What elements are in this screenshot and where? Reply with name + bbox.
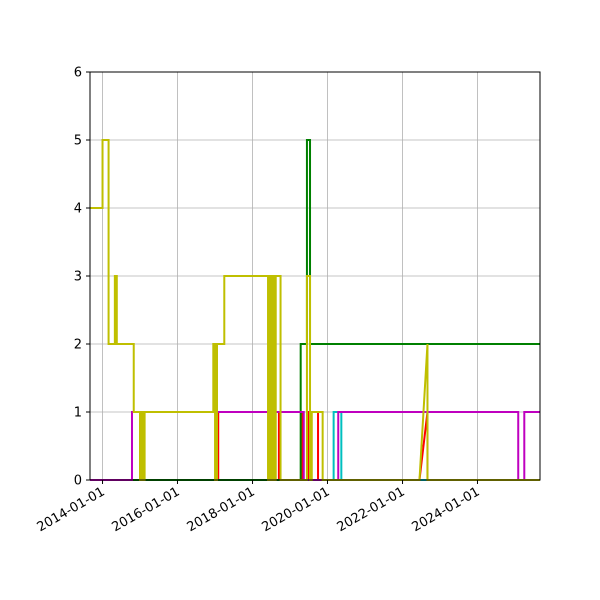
series-line-4 — [90, 411, 540, 481]
y-tick-label: 2 — [74, 338, 82, 353]
x-tick-label: 2018-01-01 — [185, 484, 258, 535]
x-tick-label: 2014-01-01 — [35, 484, 108, 535]
x-tick-label: 2024-01-01 — [410, 484, 483, 535]
gridlines — [90, 71, 540, 481]
series-line-1 — [90, 411, 540, 481]
x-tick-label: 2016-01-01 — [110, 484, 183, 535]
y-tick-label: 1 — [74, 406, 82, 421]
series-line-3 — [90, 139, 540, 481]
y-tick-label: 5 — [74, 134, 82, 149]
series-line-2 — [90, 411, 540, 481]
x-tick-label: 2022-01-01 — [335, 484, 408, 535]
plot-series — [90, 139, 540, 481]
y-tick-label: 0 — [74, 474, 82, 489]
y-tick-label: 3 — [74, 270, 82, 285]
y-tick-label: 6 — [74, 66, 82, 81]
series-line-5 — [90, 139, 540, 481]
y-tick-label: 4 — [74, 202, 82, 217]
x-tick-label: 2020-01-01 — [260, 484, 333, 535]
